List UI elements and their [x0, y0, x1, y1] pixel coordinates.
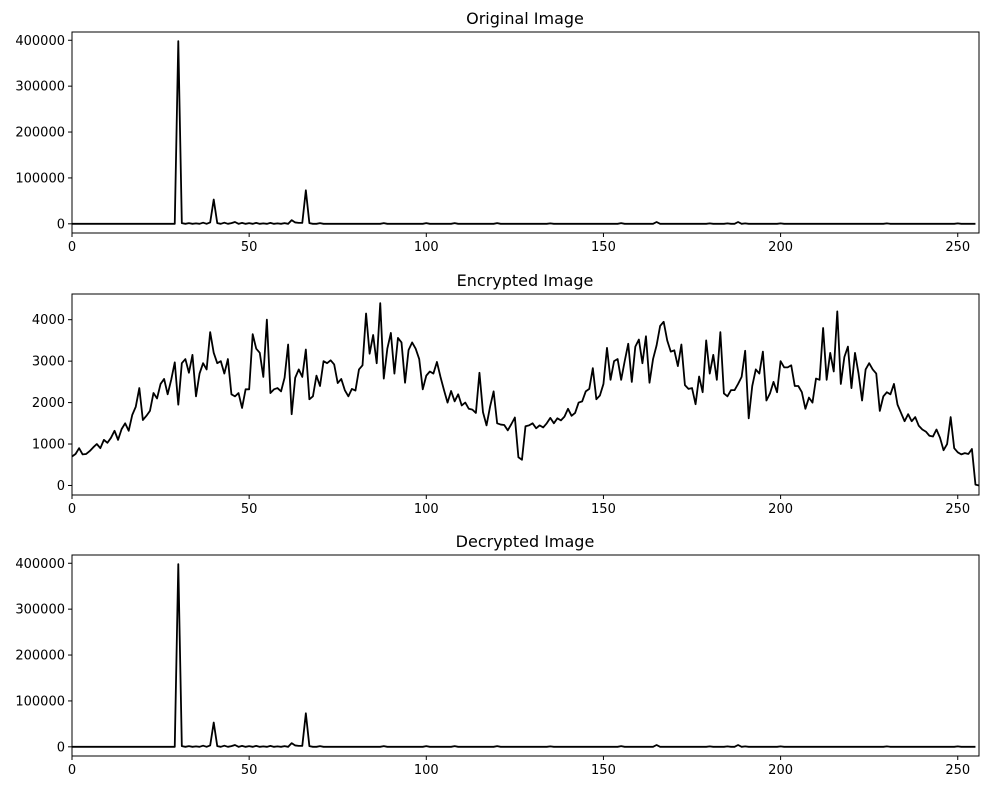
x-tick-label: 0	[68, 502, 76, 517]
y-tick-label: 2000	[32, 396, 65, 411]
series-line	[72, 563, 976, 748]
subplot-title: Original Image	[466, 9, 584, 28]
x-tick-label: 200	[768, 763, 793, 778]
x-tick-label: 50	[241, 763, 258, 778]
x-tick-label: 200	[768, 240, 793, 255]
y-tick-label: 200000	[15, 126, 65, 141]
y-tick-label: 300000	[15, 603, 65, 618]
x-tick-label: 0	[68, 763, 76, 778]
axes-frame	[71, 31, 980, 234]
y-tick-label: 4000	[32, 313, 65, 328]
x-tick-label: 150	[591, 240, 616, 255]
x-tick-label: 150	[591, 502, 616, 517]
y-tick-label: 100000	[15, 694, 65, 709]
series-line	[71, 302, 980, 487]
y-tick-label: 300000	[15, 80, 65, 95]
y-tick-label: 1000	[32, 438, 65, 453]
subplot-title: Encrypted Image	[457, 271, 594, 290]
y-tick-label: 400000	[15, 557, 65, 572]
x-tick-label: 200	[768, 502, 793, 517]
axes-frame	[71, 293, 980, 496]
y-tick-label: 0	[57, 217, 65, 232]
subplot-original: Original Image 0 50 100 150 200 250 0 100000 200…	[15, 9, 980, 255]
x-tick-label: 0	[68, 240, 76, 255]
series-line	[72, 40, 976, 225]
y-tick-label: 200000	[15, 649, 65, 664]
y-tick-label: 100000	[15, 171, 65, 186]
x-tick-label: 250	[945, 763, 970, 778]
x-tick-label: 250	[945, 240, 970, 255]
x-tick-label: 100	[414, 763, 439, 778]
plot-area: 0 50 100 150 200 250 0 100000 200000 300000 400000	[15, 31, 980, 255]
x-tick-label: 100	[414, 502, 439, 517]
subplot-title: Decrypted Image	[456, 532, 595, 551]
axes-frame	[71, 554, 980, 757]
plot-area: 0 50 100 150 200 250 0 100000 200000 300000 400000	[15, 554, 980, 778]
y-tick-label: 0	[57, 479, 65, 494]
y-tick-label: 3000	[32, 355, 65, 370]
subplot-decrypted: Decrypted Image 0 50 100 150 200 250 0 100000 20…	[15, 532, 980, 778]
x-tick-label: 100	[414, 240, 439, 255]
x-tick-label: 250	[945, 502, 970, 517]
x-tick-label: 50	[241, 240, 258, 255]
subplot-encrypted: Encrypted Image 0 50 100 150 200 250 0 1000 2000…	[32, 271, 980, 517]
x-tick-label: 50	[241, 502, 258, 517]
plot-area: 0 50 100 150 200 250 0 1000 2000 3000 4000	[32, 293, 980, 517]
x-tick-label: 150	[591, 763, 616, 778]
y-tick-label: 400000	[15, 34, 65, 49]
y-tick-label: 0	[57, 740, 65, 755]
